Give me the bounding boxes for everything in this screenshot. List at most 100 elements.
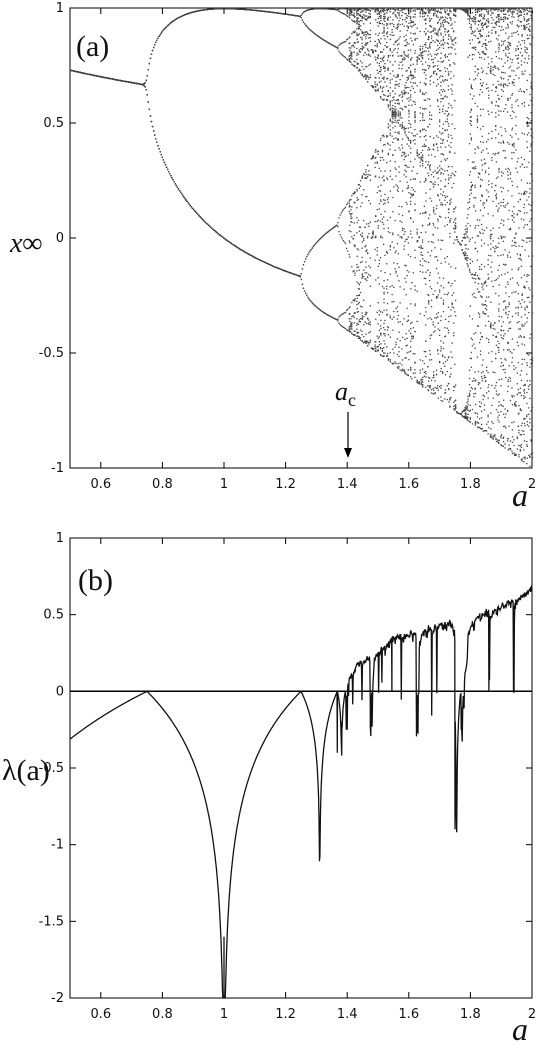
bifurcation-point (348, 307, 350, 309)
bifurcation-point (375, 8, 377, 11)
bifurcation-point (156, 141, 158, 143)
bifurcation-point (330, 316, 333, 318)
bifurcation-point (408, 192, 410, 194)
bifurcation-point (428, 12, 430, 14)
bifurcation-point (218, 234, 221, 236)
bifurcation-point (341, 12, 343, 14)
bifurcation-point (357, 249, 360, 251)
bifurcation-point (329, 43, 332, 45)
bifurcation-point (425, 135, 427, 137)
bifurcation-point (428, 58, 430, 60)
bifurcation-point (410, 255, 412, 258)
bifurcation-point (397, 121, 399, 124)
bifurcation-point (446, 370, 448, 373)
bifurcation-point (435, 49, 438, 51)
bifurcation-point (354, 272, 356, 274)
bifurcation-point (361, 194, 363, 196)
bifurcation-point (394, 115, 396, 117)
bifurcation-point (352, 333, 354, 336)
bifurcation-point (394, 161, 396, 163)
bifurcation-point (403, 151, 405, 154)
bifurcation-point (440, 262, 442, 264)
bifurcation-point (398, 103, 400, 105)
bifurcation-point (352, 20, 354, 22)
bifurcation-point (423, 44, 425, 46)
bifurcation-point (387, 359, 389, 361)
bifurcation-point (427, 365, 429, 368)
bifurcation-point (347, 308, 349, 310)
bifurcation-point (391, 108, 393, 110)
bifurcation-point (433, 72, 435, 75)
bifurcation-point (444, 392, 446, 394)
bifurcation-point (406, 203, 408, 205)
bifurcation-point (425, 161, 427, 163)
bifurcation-point (395, 80, 397, 83)
bifurcation-point (323, 39, 325, 41)
bifurcation-point (357, 219, 360, 221)
bifurcation-point (453, 307, 455, 309)
bifurcation-point (416, 59, 418, 61)
bifurcation-point (440, 368, 442, 370)
bifurcation-point (380, 270, 382, 272)
bifurcation-point (422, 386, 424, 388)
bifurcation-point (419, 136, 421, 138)
bifurcation-point (361, 17, 363, 20)
bifurcation-point (406, 275, 408, 277)
bifurcation-point (444, 196, 447, 199)
bifurcation-point (455, 399, 457, 401)
bifurcation-point (358, 301, 360, 304)
bifurcation-point (437, 48, 439, 50)
bifurcation-point (423, 260, 425, 262)
bifurcation-point (356, 12, 358, 14)
bifurcation-point (448, 73, 450, 75)
bifurcation-point (401, 74, 404, 77)
bifurcation-point (408, 139, 410, 141)
bifurcation-point (389, 118, 391, 120)
bifurcation-point (386, 313, 389, 316)
bifurcation-point (379, 139, 382, 142)
bifurcation-point (425, 129, 427, 132)
bifurcation-point (442, 123, 445, 125)
bifurcation-point (361, 340, 363, 343)
bifurcation-point (386, 263, 388, 265)
bifurcation-point (117, 79, 119, 81)
bifurcation-point (354, 192, 356, 194)
bifurcation-point (396, 311, 399, 313)
bifurcation-point (453, 401, 455, 403)
bifurcation-point (340, 314, 342, 316)
bifurcation-point (399, 149, 401, 151)
bifurcation-point (387, 143, 389, 145)
bifurcation-point (296, 274, 298, 276)
bifurcation-point (414, 113, 416, 116)
bifurcation-point (227, 240, 229, 242)
bifurcation-point (383, 78, 385, 80)
bifurcation-point (255, 9, 257, 12)
bifurcation-point (372, 230, 374, 232)
bifurcation-point (392, 55, 394, 57)
bifurcation-point (444, 90, 446, 92)
bifurcation-point (450, 38, 452, 40)
bifurcation-point (418, 236, 420, 239)
bifurcation-point (411, 26, 413, 28)
bifurcation-point (315, 8, 318, 10)
bifurcation-point (437, 227, 439, 229)
bifurcation-point (407, 138, 409, 140)
bifurcation-point (356, 52, 358, 54)
bifurcation-point (403, 36, 405, 38)
bifurcation-point (439, 47, 441, 49)
bifurcation-point (378, 16, 380, 18)
bifurcation-point (423, 69, 425, 71)
bifurcation-point (416, 85, 418, 87)
bifurcation-point (384, 81, 386, 83)
bifurcation-point (404, 371, 406, 373)
bifurcation-point (393, 24, 395, 26)
bifurcation-point (446, 140, 448, 142)
bifurcation-point (381, 77, 384, 79)
bifurcation-point (430, 114, 433, 116)
bifurcation-point (414, 128, 416, 131)
bifurcation-point (309, 250, 311, 252)
bifurcation-point (151, 49, 154, 52)
bifurcation-point (386, 279, 389, 281)
bifurcation-point (416, 152, 418, 154)
bifurcation-point (272, 265, 274, 267)
